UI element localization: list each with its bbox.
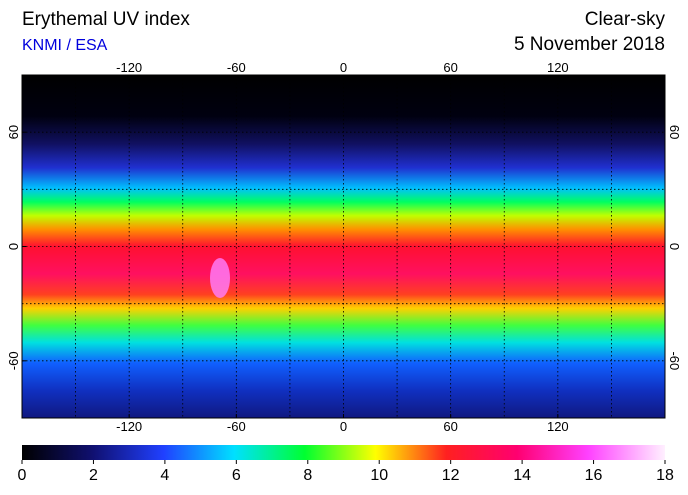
andes-maximum xyxy=(210,258,230,298)
colorbar-label: 18 xyxy=(656,467,674,484)
colorbar xyxy=(22,445,665,460)
lat-label-left: -60 xyxy=(6,351,21,370)
lon-label-bottom: 0 xyxy=(340,419,347,434)
lat-label-right: -60 xyxy=(667,351,682,370)
lon-label-bottom: 60 xyxy=(443,419,457,434)
colorbar-label: 12 xyxy=(442,467,460,484)
grid xyxy=(22,75,665,418)
lat-label-left: 0 xyxy=(6,243,21,250)
colorbar-label: 4 xyxy=(160,467,169,484)
colorbar-label: 0 xyxy=(18,467,27,484)
lon-label-bottom: -60 xyxy=(227,419,246,434)
colorbar-label: 14 xyxy=(513,467,531,484)
date: 5 November 2018 xyxy=(514,34,665,55)
lon-label-top: 0 xyxy=(340,60,347,75)
colorbar-label: 6 xyxy=(232,467,241,484)
colorbar-label: 16 xyxy=(585,467,603,484)
lon-label-bottom: 120 xyxy=(547,419,569,434)
lon-label-bottom: -120 xyxy=(116,419,142,434)
lat-label-right: 60 xyxy=(667,125,682,139)
lon-label-top: 120 xyxy=(547,60,569,75)
lon-label-top: -120 xyxy=(116,60,142,75)
colorbar-label: 10 xyxy=(370,467,388,484)
lon-label-top: 60 xyxy=(443,60,457,75)
title: Erythemal UV index xyxy=(22,9,190,30)
colorbar-label: 8 xyxy=(303,467,312,484)
sky-condition: Clear-sky xyxy=(585,9,666,30)
lat-label-right: 0 xyxy=(667,243,682,250)
source: KNMI / ESA xyxy=(22,37,108,54)
lon-label-top: -60 xyxy=(227,60,246,75)
colorbar-label: 2 xyxy=(89,467,98,484)
lat-label-left: 60 xyxy=(6,125,21,139)
